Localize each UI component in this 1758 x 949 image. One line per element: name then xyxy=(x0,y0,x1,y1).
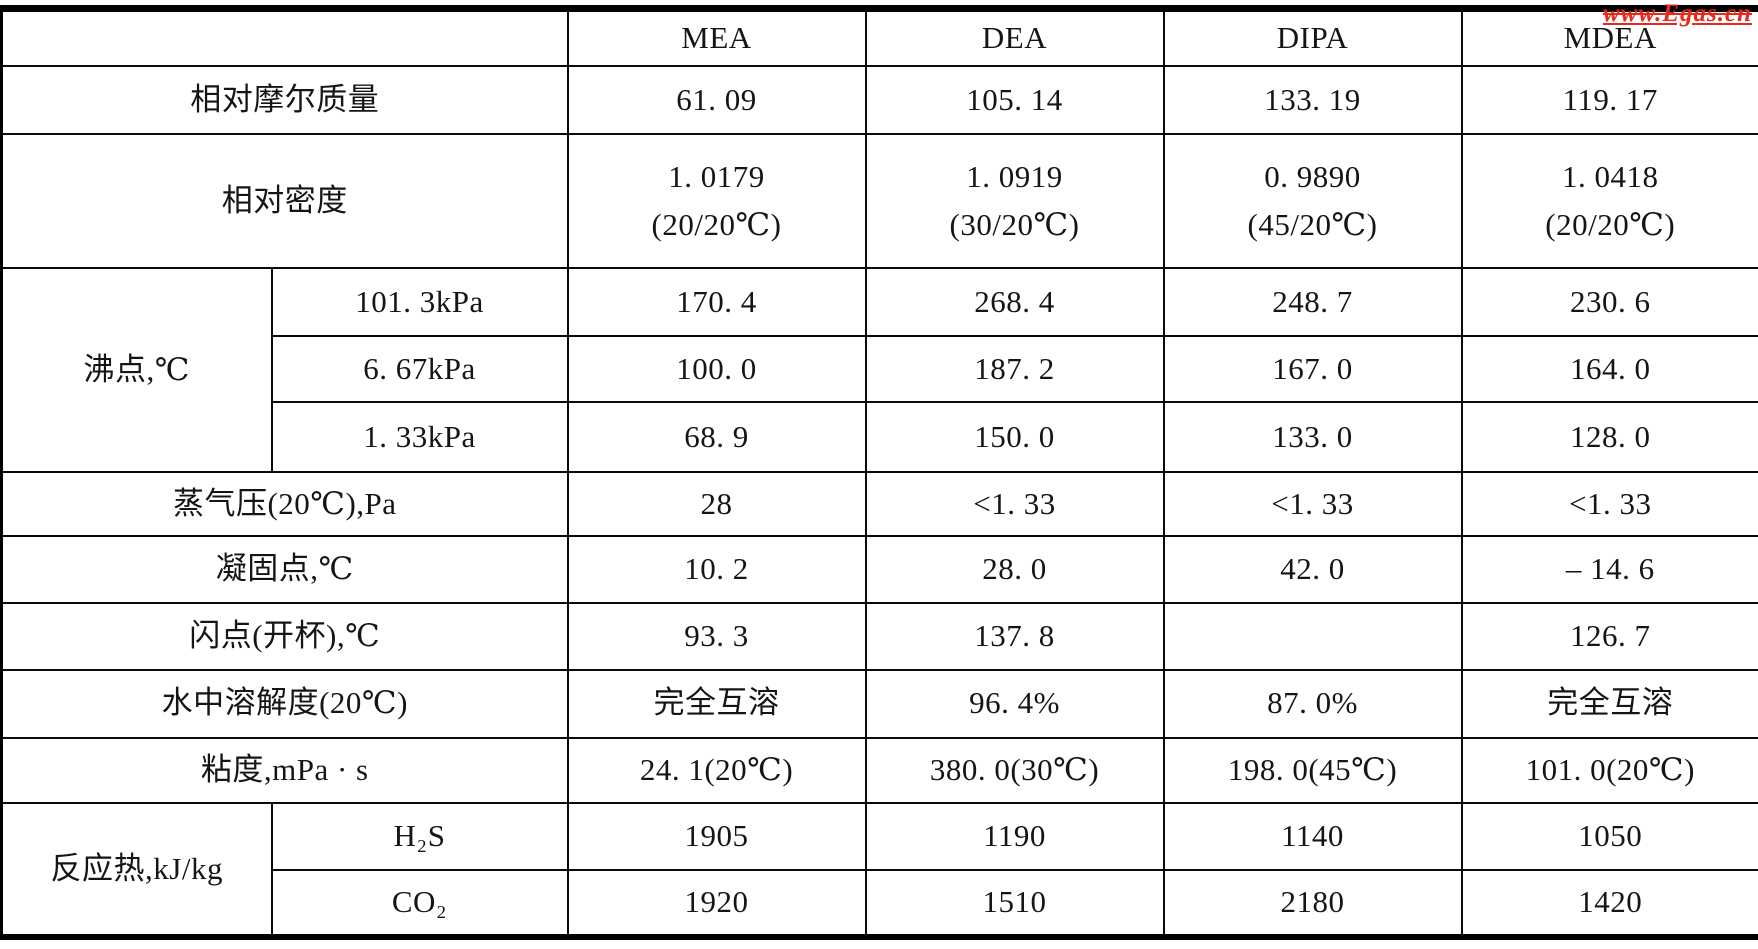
value-cell: 170. 4 xyxy=(566,267,867,337)
row-label-solubility: 水中溶解度(20℃) xyxy=(0,669,569,739)
value-cell: 105. 14 xyxy=(864,64,1165,136)
value-cell: 42. 0 xyxy=(1162,535,1463,604)
value-cell: 完全互溶 xyxy=(1460,669,1758,739)
value-cell: 164. 0 xyxy=(1460,334,1758,404)
watermark-text: www.Egas.cn xyxy=(1602,0,1752,27)
value-cell: 133. 0 xyxy=(1162,401,1463,473)
table-row-flash-point: 闪点(开杯),℃ 93. 3 137. 8 126. 7 xyxy=(0,601,1758,672)
table-row-solubility: 水中溶解度(20℃) 完全互溶 96. 4% 87. 0% 完全互溶 xyxy=(0,669,1758,739)
value-cell: 2180 xyxy=(1162,869,1463,938)
value-cell: 28 xyxy=(566,470,867,538)
density-condition: (20/20℃) xyxy=(651,207,782,243)
value-cell: 380. 0(30℃) xyxy=(864,736,1165,804)
value-cell: – 14. 6 xyxy=(1460,535,1758,604)
value-cell: 1190 xyxy=(864,801,1165,872)
row-label-viscosity: 粘度,mPa · s xyxy=(0,736,569,804)
column-header-dipa: DIPA xyxy=(1162,7,1463,67)
value-cell: 101. 0(20℃) xyxy=(1460,736,1758,804)
value-cell: 10. 2 xyxy=(566,535,867,604)
row-label-molar-mass: 相对摩尔质量 xyxy=(0,64,569,136)
table-row-freezing-point: 凝固点,℃ 10. 2 28. 0 42. 0 – 14. 6 xyxy=(0,535,1758,604)
value-cell: <1. 33 xyxy=(1460,470,1758,538)
value-cell: 1. 0418 (20/20℃) xyxy=(1460,133,1758,270)
value-cell: <1. 33 xyxy=(1162,470,1463,538)
sub-label-pressure: 6. 67kPa xyxy=(270,334,569,404)
sub-label-gas-co2: CO₂ xyxy=(270,869,569,938)
value-cell: 137. 8 xyxy=(864,601,1165,672)
value-cell: 248. 7 xyxy=(1162,267,1463,337)
value-cell: 1420 xyxy=(1460,869,1758,938)
value-cell: 1050 xyxy=(1460,801,1758,872)
value-cell: 167. 0 xyxy=(1162,334,1463,404)
value-cell: 133. 19 xyxy=(1162,64,1463,136)
value-cell: 93. 3 xyxy=(566,601,867,672)
table-row-header: MEA DEA DIPA MDEA xyxy=(0,7,1758,67)
value-cell: 28. 0 xyxy=(864,535,1165,604)
value-cell: 68. 9 xyxy=(566,401,867,473)
row-label-boiling-point: 沸点,℃ xyxy=(0,267,273,473)
row-label-flash-point: 闪点(开杯),℃ xyxy=(0,601,569,672)
value-cell: 100. 0 xyxy=(566,334,867,404)
density-condition: (20/20℃) xyxy=(1545,207,1676,243)
row-label-freezing-point: 凝固点,℃ xyxy=(0,535,569,604)
density-value: 1. 0919 xyxy=(966,158,1063,194)
value-cell: <1. 33 xyxy=(864,470,1165,538)
sub-label-gas-h2s: H₂S xyxy=(270,801,569,872)
value-cell: 1510 xyxy=(864,869,1165,938)
value-cell: 61. 09 xyxy=(566,64,867,136)
table-row-reaction-heat-co2: CO₂ 1920 1510 2180 1420 xyxy=(2,869,1758,938)
value-cell: 230. 6 xyxy=(1460,267,1758,337)
table-row-boiling-133kpa: 1. 33kPa 68. 9 150. 0 133. 0 128. 0 xyxy=(2,401,1758,473)
density-value: 1. 0179 xyxy=(668,158,765,194)
density-condition: (45/20℃) xyxy=(1247,207,1378,243)
value-cell: 119. 17 xyxy=(1460,64,1758,136)
value-cell: 268. 4 xyxy=(864,267,1165,337)
sub-label-pressure: 1. 33kPa xyxy=(270,401,569,473)
value-cell: 24. 1(20℃) xyxy=(566,736,867,804)
table-row-molar-mass: 相对摩尔质量 61. 09 105. 14 133. 19 119. 17 xyxy=(0,64,1758,136)
value-cell: 96. 4% xyxy=(864,669,1165,739)
density-condition: (30/20℃) xyxy=(949,207,1080,243)
table-row-boiling-101kpa: 沸点,℃ 101. 3kPa 170. 4 268. 4 248. 7 230.… xyxy=(0,267,1758,473)
value-cell: 完全互溶 xyxy=(566,669,867,739)
table-row-vapor-pressure: 蒸气压(20℃),Pa 28 <1. 33 <1. 33 <1. 33 xyxy=(0,470,1758,538)
value-cell: 150. 0 xyxy=(864,401,1165,473)
table-row-viscosity: 粘度,mPa · s 24. 1(20℃) 380. 0(30℃) 198. 0… xyxy=(0,736,1758,804)
table-row-boiling-667kpa: 6. 67kPa 100. 0 187. 2 167. 0 164. 0 xyxy=(2,334,1758,404)
value-cell: 1140 xyxy=(1162,801,1463,872)
column-header-mdea: MDEA xyxy=(1460,7,1758,67)
row-label-vapor-pressure: 蒸气压(20℃),Pa xyxy=(0,470,569,538)
column-header-mea: MEA xyxy=(566,7,867,67)
value-cell: 87. 0% xyxy=(1162,669,1463,739)
value-cell: 187. 2 xyxy=(864,334,1165,404)
density-value: 1. 0418 xyxy=(1562,158,1659,194)
table-row-density: 相对密度 1. 0179 (20/20℃) 1. 0919 (30/20℃) 0… xyxy=(0,133,1758,270)
column-header-dea: DEA xyxy=(864,7,1165,67)
density-value: 0. 9890 xyxy=(1264,158,1361,194)
value-cell: 1. 0179 (20/20℃) xyxy=(566,133,867,270)
table-row-reaction-heat-h2s: 反应热,kJ/kg H₂S 1905 1190 1140 1050 xyxy=(0,801,1758,939)
properties-table: MEA DEA DIPA MDEA 相对摩尔质量 61. 09 105. 14 … xyxy=(0,5,1758,940)
sub-label-pressure: 101. 3kPa xyxy=(270,267,569,337)
value-cell-empty xyxy=(1162,601,1463,672)
value-cell: 1920 xyxy=(566,869,867,938)
value-cell: 1905 xyxy=(566,801,867,872)
value-cell: 128. 0 xyxy=(1460,401,1758,473)
row-label-density: 相对密度 xyxy=(0,133,569,270)
corner-cell xyxy=(0,7,569,67)
value-cell: 0. 9890 (45/20℃) xyxy=(1162,133,1463,270)
value-cell: 1. 0919 (30/20℃) xyxy=(864,133,1165,270)
value-cell: 126. 7 xyxy=(1460,601,1758,672)
value-cell: 198. 0(45℃) xyxy=(1162,736,1463,804)
row-label-reaction-heat: 反应热,kJ/kg xyxy=(0,801,273,939)
